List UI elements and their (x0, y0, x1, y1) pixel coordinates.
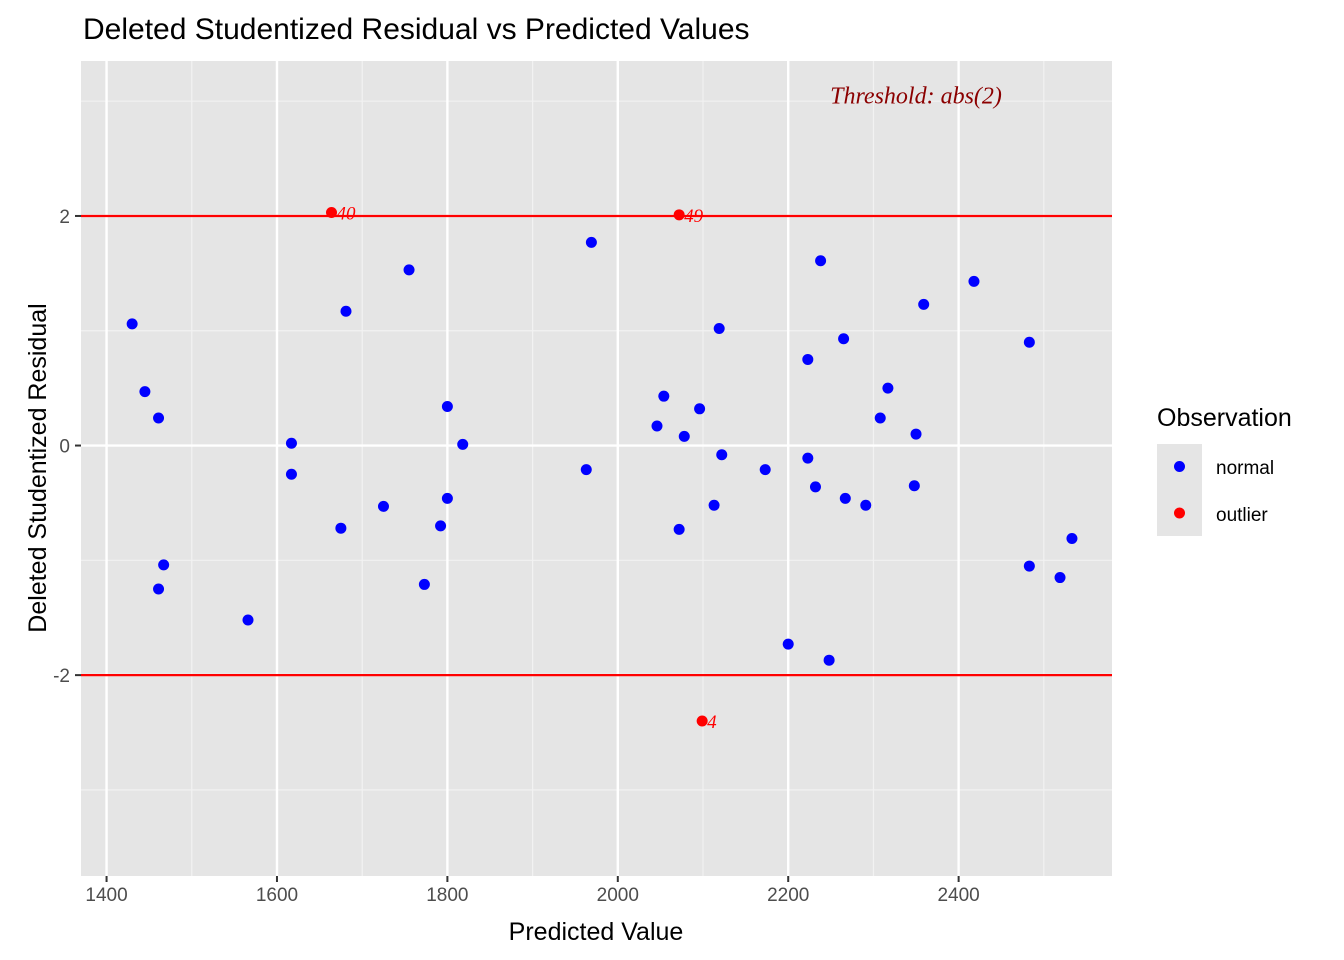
normal-point (694, 403, 706, 415)
outlier-point (673, 209, 685, 221)
normal-point (1054, 572, 1066, 584)
y-tick-label: 2 (59, 207, 70, 228)
normal-point (716, 449, 728, 461)
normal-point (908, 480, 920, 492)
normal-point (580, 464, 592, 476)
outlier-point-label: 40 (337, 204, 357, 225)
x-tick-label: 1600 (256, 885, 298, 906)
normal-point (340, 305, 352, 317)
outlier-point (326, 207, 338, 219)
normal-point (802, 452, 814, 464)
normal-point (153, 412, 165, 424)
normal-point (802, 353, 814, 365)
normal-point (242, 614, 254, 626)
x-axis-label: Predicted Value (509, 918, 684, 946)
normal-point (759, 464, 771, 476)
plot-panel (81, 61, 1112, 876)
normal-point (457, 438, 469, 450)
legend-key-outlier (1174, 507, 1185, 519)
x-tick-label: 2200 (767, 885, 809, 906)
normal-point (910, 428, 922, 440)
normal-point (139, 386, 151, 398)
x-tick-label: 1800 (426, 885, 468, 906)
y-tick-label: -2 (53, 666, 70, 687)
normal-point (285, 468, 297, 480)
normal-point (158, 559, 170, 571)
outlier-point-label: 49 (684, 206, 704, 227)
normal-point (126, 318, 138, 330)
legend-title: Observation (1157, 404, 1292, 432)
normal-point (882, 382, 894, 394)
normal-point (435, 520, 447, 532)
outlier-labels: 40 49 4 (337, 204, 718, 734)
normal-point (418, 578, 430, 590)
outlier-point-label: 4 (707, 712, 717, 733)
legend: Observation normal outlier (1157, 404, 1292, 536)
normal-point (874, 412, 886, 424)
y-tick-label: 0 (59, 437, 70, 458)
normal-point (377, 500, 389, 512)
normal-point (1023, 336, 1035, 348)
threshold-lines (81, 214, 1112, 677)
legend-label-normal: normal (1216, 458, 1274, 479)
normal-point (839, 492, 851, 504)
normal-point (918, 298, 930, 310)
chart-title: Deleted Studentized Residual vs Predicte… (83, 13, 750, 46)
normal-point (678, 430, 690, 442)
threshold-annotation: Threshold: abs(2) (830, 83, 1002, 109)
x-axis-ticks: 1400 1600 1800 2000 2200 2400 (85, 876, 980, 906)
normal-point (782, 638, 794, 650)
outlier-point (696, 715, 708, 727)
y-axis-label: Deleted Studentized Residual (24, 303, 52, 632)
normal-point (285, 437, 297, 449)
normal-point (658, 390, 670, 402)
legend-label-outlier: outlier (1216, 505, 1268, 526)
normal-point (403, 264, 415, 276)
normal-point (860, 499, 872, 511)
normal-point (708, 499, 720, 511)
normal-point (1066, 533, 1078, 545)
normal-point (673, 523, 685, 535)
normal-point (335, 522, 347, 534)
normal-point (585, 236, 597, 248)
data-points (126, 207, 1078, 727)
normal-point (823, 654, 835, 666)
normal-point (1023, 560, 1035, 572)
normal-point (809, 481, 821, 493)
normal-point (838, 333, 850, 345)
normal-point (651, 420, 663, 432)
legend-key-normal (1174, 461, 1185, 472)
normal-point (441, 492, 453, 504)
normal-point (713, 322, 725, 334)
y-axis-ticks: -2 0 2 (53, 207, 81, 687)
normal-point (153, 583, 165, 595)
x-tick-label: 1400 (85, 885, 127, 906)
x-tick-label: 2400 (937, 885, 979, 906)
normal-point (815, 255, 827, 267)
x-tick-label: 2000 (597, 885, 639, 906)
normal-point (441, 401, 453, 413)
minor-gridlines (81, 61, 1112, 876)
normal-point (968, 275, 980, 287)
